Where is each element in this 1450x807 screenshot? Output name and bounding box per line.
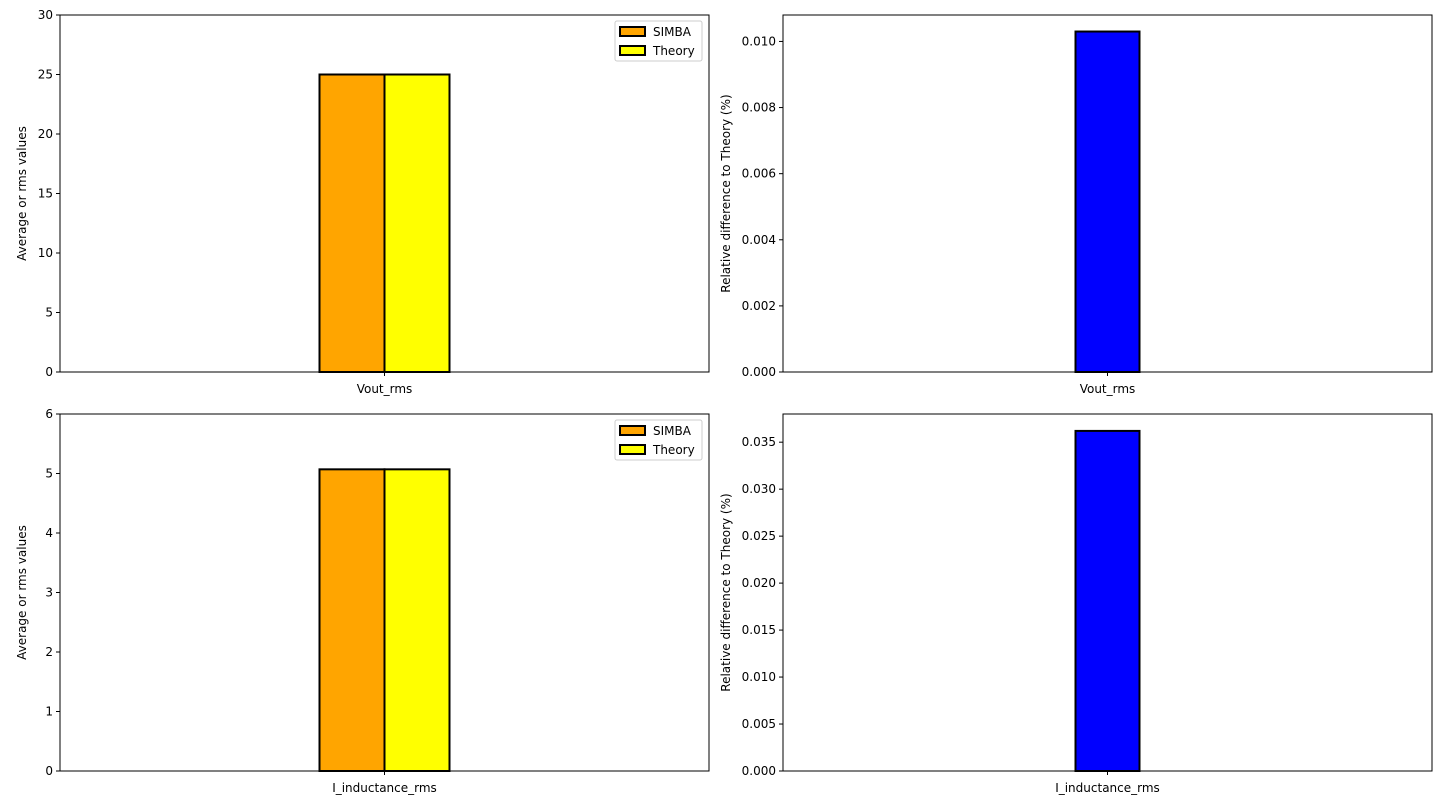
y-tick-label: 0.030 — [742, 482, 776, 496]
y-tick-label: 25 — [38, 68, 53, 82]
legend-swatch-theory — [619, 444, 646, 455]
y-tick-label: 0.005 — [742, 717, 776, 731]
legend-swatch-simba — [619, 425, 646, 436]
y-tick-label: 2 — [45, 645, 53, 659]
bar-theory — [383, 468, 451, 772]
chart-avg-vout: 0 5 10 15 20 25 30 Vout_rms Average or rms value… — [15, 8, 710, 396]
legend-swatch-simba — [619, 26, 646, 37]
x-tick-label: Vout_rms — [357, 382, 413, 396]
bar-simba — [318, 73, 386, 373]
y-tick-label: 20 — [38, 127, 53, 141]
x-tick-label: I_inductance_rms — [332, 781, 437, 795]
bar-theory — [383, 73, 451, 373]
legend: SIMBA Theory — [614, 419, 703, 461]
y-tick-label: 1 — [45, 705, 53, 719]
chart-reldiff-iind: 0.000 0.005 0.010 0.015 0.020 0.025 0.030 0.035… — [719, 413, 1433, 795]
y-tick-label: 0.000 — [742, 365, 776, 379]
y-tick-label: 10 — [38, 246, 53, 260]
legend-label: Theory — [652, 44, 695, 58]
y-tick-label: 0.025 — [742, 529, 776, 543]
y-tick-label: 30 — [38, 8, 53, 22]
legend-label: Theory — [652, 443, 695, 457]
chart-reldiff-vout: 0.000 0.002 0.004 0.006 0.008 0.010 Vout_rms Re… — [719, 14, 1433, 396]
bar-relative-difference — [1074, 30, 1141, 374]
bar-relative-difference — [1074, 429, 1141, 772]
y-axis-label: Relative difference to Theory (%) — [719, 94, 733, 292]
y-axis-label: Relative difference to Theory (%) — [719, 493, 733, 691]
y-tick-label: 4 — [45, 526, 53, 540]
legend-swatch-theory — [619, 45, 646, 56]
y-tick-label: 0.010 — [742, 670, 776, 684]
y-axis-label: Average or rms values — [15, 126, 29, 261]
y-axis-label: Average or rms values — [15, 525, 29, 660]
y-tick-label: 0.020 — [742, 576, 776, 590]
y-tick-label: 0.008 — [742, 101, 776, 115]
y-tick-label: 3 — [45, 586, 53, 600]
x-tick-label: Vout_rms — [1080, 382, 1136, 396]
chart-avg-iind: 0 1 2 3 4 5 6 I_inductance_rms Average or rms va… — [15, 407, 710, 795]
y-tick-label: 0.002 — [742, 299, 776, 313]
y-tick-label: 0.015 — [742, 623, 776, 637]
y-tick-label: 6 — [45, 407, 53, 421]
y-tick-label: 5 — [45, 306, 53, 320]
y-tick-label: 15 — [38, 187, 53, 201]
legend-label: SIMBA — [653, 25, 692, 39]
y-tick-label: 0.004 — [742, 233, 776, 247]
y-tick-label: 0 — [45, 365, 53, 379]
y-tick-label: 0.006 — [742, 167, 776, 181]
y-tick-label: 0.010 — [742, 34, 776, 48]
y-tick-label: 0.035 — [742, 435, 776, 449]
y-tick-label: 5 — [45, 467, 53, 481]
legend: SIMBA Theory — [614, 20, 703, 62]
y-tick-label: 0 — [45, 764, 53, 778]
y-tick-label: 0.000 — [742, 764, 776, 778]
bar-simba — [318, 468, 386, 772]
legend-label: SIMBA — [653, 424, 692, 438]
x-tick-label: I_inductance_rms — [1055, 781, 1160, 795]
